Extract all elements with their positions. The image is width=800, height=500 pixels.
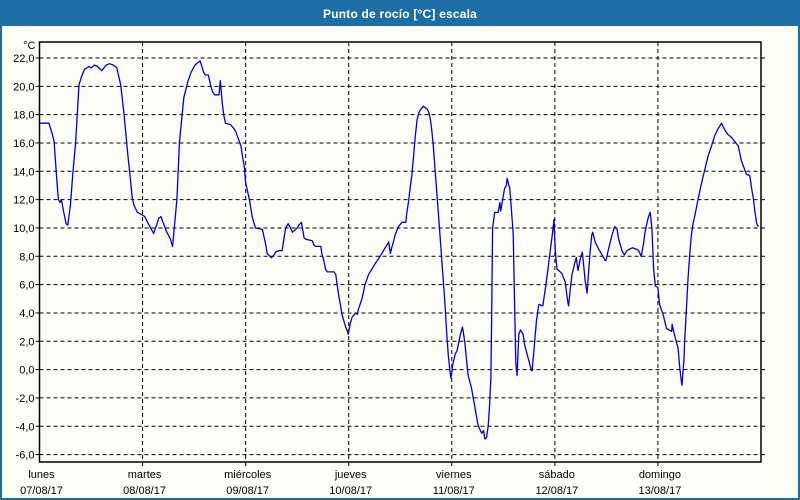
y-tick-label: 0,0 [19,365,34,377]
y-tick-label: 2,0 [19,336,34,348]
dew-point-chart: 22,0 20,0 18,0 16,0 14,0 12,0 10,0 8,0 6,0 4,0 2,0… [13,40,765,497]
x-day-date-label: 11/08/17 [433,485,475,497]
x-day-name-label: viernes [436,469,472,481]
x-day-name-label: miércoles [224,469,272,481]
axis-ticks [35,57,765,466]
y-tick-label: -4,0 [16,421,35,433]
chart-area: 22,0 20,0 18,0 16,0 14,0 12,0 10,0 8,0 6,0 4,0 2,0… [2,26,798,498]
y-tick-label: 14,0 [13,166,34,178]
y-tick-label: 20,0 [13,81,34,93]
x-day-date-label: 09/08/17 [226,485,269,497]
axis-labels: 22,0 20,0 18,0 16,0 14,0 12,0 10,0 8,0 6,0 4,0 2,0… [13,40,681,497]
y-tick-label: -2,0 [16,393,35,405]
x-day-name-label: sábado [539,469,575,481]
y-tick-label: -6,0 [16,450,35,462]
x-day-name-label: domingo [639,469,681,481]
x-day-name-label: lunes [28,469,55,481]
plot-border [38,41,762,463]
dew-point-line [39,60,759,440]
page-title: Punto de rocío [°C] escala [322,7,478,21]
y-tick-label: 4,0 [19,308,34,320]
x-day-name-label: martes [128,469,162,481]
y-tick-label: 16,0 [13,138,34,150]
y-tick-label: 10,0 [13,223,34,235]
y-axis-unit-label: °C [23,40,35,52]
x-day-date-label: 08/08/17 [123,485,166,497]
x-day-date-label: 12/08/17 [535,485,578,497]
gridlines [39,42,761,462]
y-tick-label: 22,0 [13,53,34,65]
y-tick-label: 12,0 [13,195,34,207]
y-tick-label: 8,0 [19,251,34,263]
y-tick-label: 6,0 [19,280,34,292]
x-day-date-label: 07/08/17 [20,485,63,497]
title-bar: Punto de rocío [°C] escala [2,2,798,26]
x-day-date-label: 10/08/17 [329,485,372,497]
x-day-name-label: jueves [334,469,367,481]
y-tick-label: 18,0 [13,110,34,122]
x-day-date-label: 13/08/17 [639,485,682,497]
